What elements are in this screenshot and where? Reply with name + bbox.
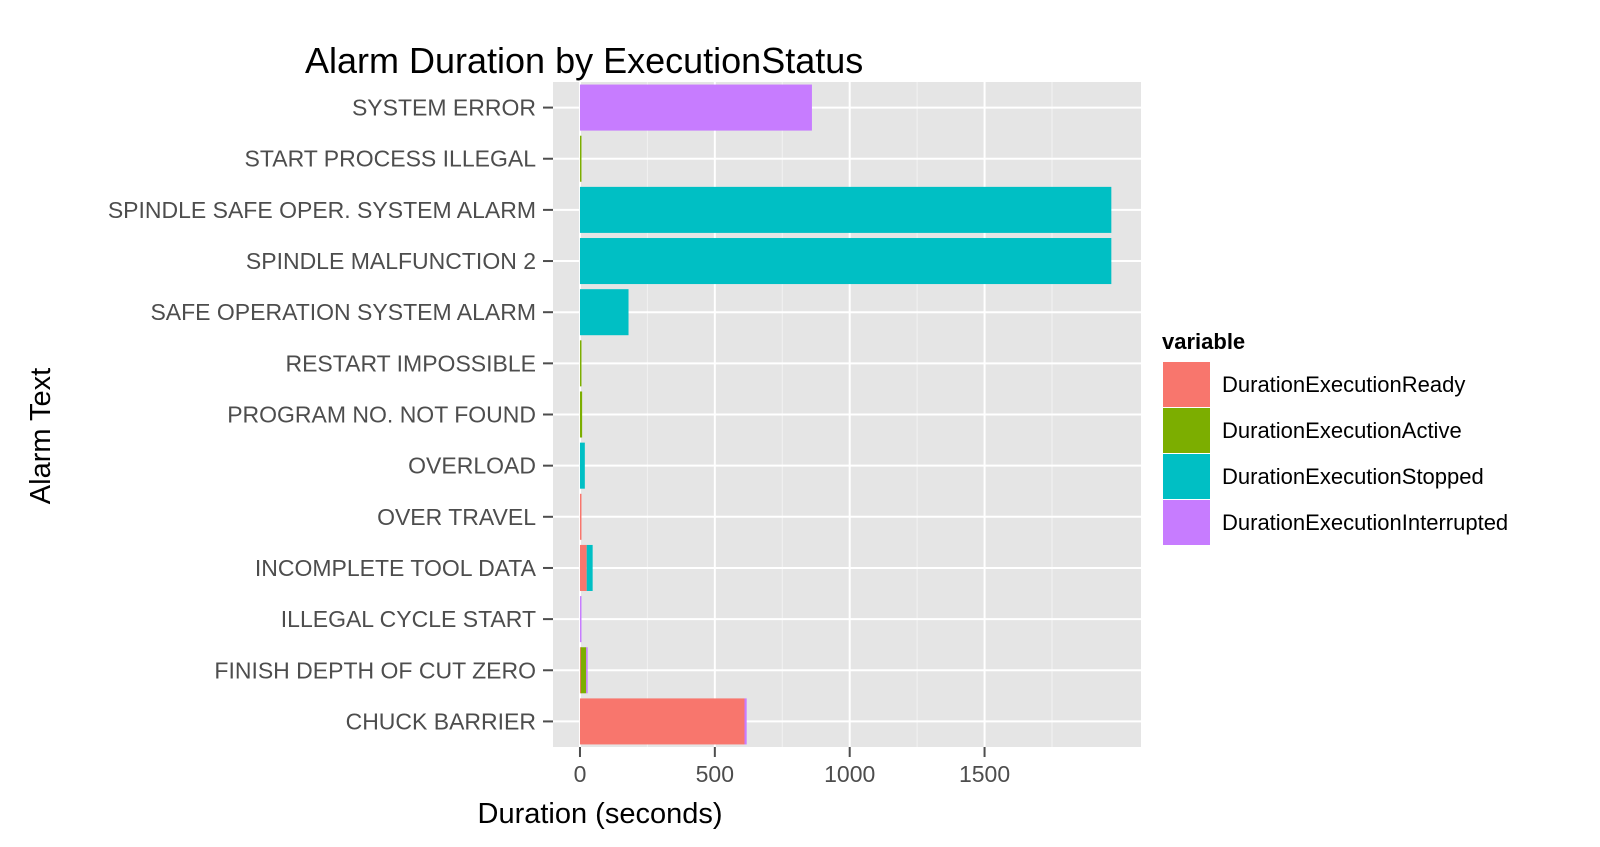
bar-segment xyxy=(579,340,582,387)
bar-segment xyxy=(579,135,582,182)
bar-segment xyxy=(579,442,585,489)
legend-title: variable xyxy=(1162,329,1245,354)
legend-swatch xyxy=(1163,454,1210,499)
y-axis: SYSTEM ERROR START PROCESS ILLEGAL SPINDLE… xyxy=(108,95,553,734)
y-tick-label: PROGRAM NO. NOT FOUND xyxy=(227,402,536,428)
bar-segment xyxy=(579,544,587,591)
bar-segment xyxy=(579,391,583,438)
y-tick-label: OVERLOAD xyxy=(408,453,536,479)
bar-segment xyxy=(586,544,593,591)
bar-segment xyxy=(580,647,587,694)
bar-segment xyxy=(586,647,588,694)
bar-segment xyxy=(579,698,745,745)
y-tick-label: FINISH DEPTH OF CUT ZERO xyxy=(214,657,536,683)
y-tick-label: SAFE OPERATION SYSTEM ALARM xyxy=(150,299,536,325)
x-tick-label: 0 xyxy=(574,761,587,787)
bar-segment xyxy=(579,596,582,643)
bars xyxy=(579,84,1112,745)
y-tick-label: SYSTEM ERROR xyxy=(352,95,536,121)
bar-segment xyxy=(579,84,812,131)
legend-swatch xyxy=(1163,408,1210,453)
y-tick-label: START PROCESS ILLEGAL xyxy=(245,146,537,172)
legend-label: DurationExecutionActive xyxy=(1222,418,1462,443)
bar-segment xyxy=(579,647,582,694)
y-tick-label: ILLEGAL CYCLE START xyxy=(281,606,536,632)
chart-title: Alarm Duration by ExecutionStatus xyxy=(305,40,863,81)
legend-swatch xyxy=(1163,362,1210,407)
legend-label: DurationExecutionInterrupted xyxy=(1222,510,1508,535)
y-axis-title: Alarm Text xyxy=(25,368,57,504)
x-axis-title: Duration (seconds) xyxy=(478,798,723,830)
legend-swatch xyxy=(1163,500,1210,545)
y-tick-label: SPINDLE SAFE OPER. SYSTEM ALARM xyxy=(108,197,536,223)
x-tick-label: 1000 xyxy=(824,761,875,787)
x-axis: 0 500 1000 1500 xyxy=(574,747,1010,787)
y-tick-label: OVER TRAVEL xyxy=(377,504,536,530)
legend-label: DurationExecutionReady xyxy=(1222,372,1465,397)
bar-segment xyxy=(579,289,629,336)
x-tick-label: 500 xyxy=(696,761,734,787)
bar-segment xyxy=(744,698,747,745)
bar-segment xyxy=(579,493,582,540)
x-tick-label: 1500 xyxy=(959,761,1010,787)
legend: variable DurationExecutionReady DurationE… xyxy=(1162,329,1508,545)
y-tick-label: SPINDLE MALFUNCTION 2 xyxy=(246,248,536,274)
bar-segment xyxy=(579,186,1112,233)
bar-segment xyxy=(579,238,1112,285)
legend-label: DurationExecutionStopped xyxy=(1222,464,1484,489)
y-tick-label: CHUCK BARRIER xyxy=(346,708,536,734)
y-tick-label: RESTART IMPOSSIBLE xyxy=(285,350,536,376)
y-tick-label: INCOMPLETE TOOL DATA xyxy=(255,555,537,581)
